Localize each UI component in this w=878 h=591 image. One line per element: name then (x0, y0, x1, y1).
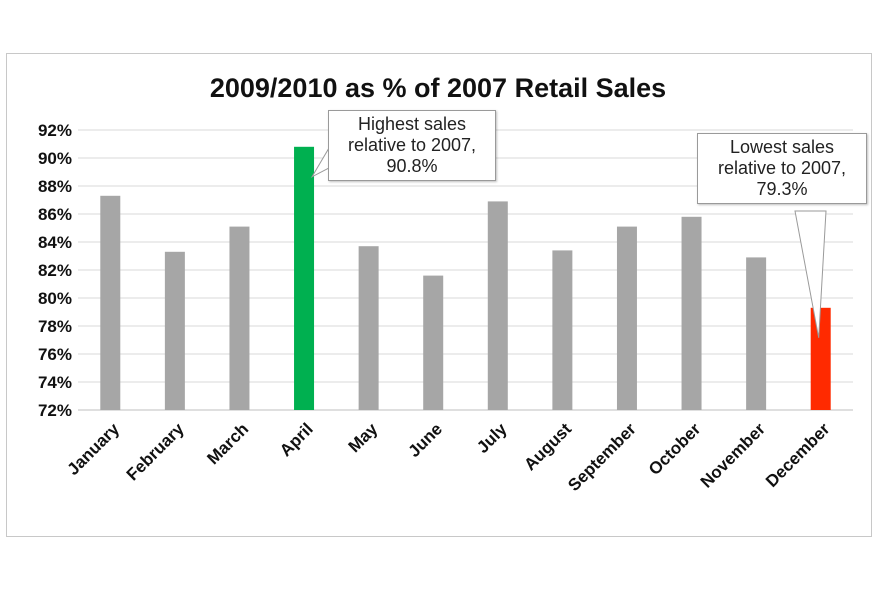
bar-september (616, 226, 637, 410)
y-tick-label: 82% (38, 261, 72, 280)
callout-highest-line-2: relative to 2007, (347, 135, 477, 155)
bar-november (746, 257, 767, 410)
bar-march (229, 226, 250, 410)
callout-highest-pointer (310, 146, 330, 179)
x-axis-tick-labels: January February March April May June July Augu… (64, 419, 834, 495)
bar-may (358, 246, 379, 410)
bar-january (100, 195, 121, 410)
y-tick-label: 74% (38, 373, 72, 392)
callout-lowest-pointer (794, 210, 827, 338)
bar-december (810, 307, 831, 410)
x-tick-label: May (345, 419, 382, 456)
bars (100, 146, 831, 411)
callout-highest-line-1: Highest sales (357, 114, 467, 134)
callout-lowest-line-1: Lowest sales (729, 137, 835, 157)
bar-july (487, 201, 508, 410)
y-tick-label: 90% (38, 149, 72, 168)
y-tick-label: 72% (38, 401, 72, 420)
x-tick-label: October (645, 419, 705, 479)
x-tick-label: February (123, 419, 188, 484)
chart-title: 2009/2010 as % of 2007 Retail Sales (210, 73, 666, 103)
y-tick-label: 76% (38, 345, 72, 364)
y-tick-label: 80% (38, 289, 72, 308)
bar-april (294, 146, 315, 411)
y-tick-label: 84% (38, 233, 72, 252)
callout-lowest-sales: Lowest sales relative to 2007, 79.3% (697, 133, 867, 204)
y-tick-label: 88% (38, 177, 72, 196)
y-axis-tick-labels: 72% 74% 76% 78% 80% 82% 84% 86% 88% 90% 92% (38, 121, 72, 420)
bar-june (423, 275, 444, 410)
x-tick-label: September (564, 419, 640, 495)
x-tick-label: June (405, 419, 446, 460)
x-tick-label: March (203, 419, 252, 468)
y-tick-label: 86% (38, 205, 72, 224)
x-tick-label: January (64, 419, 124, 479)
bar-august (552, 250, 573, 410)
x-tick-label: December (762, 419, 834, 491)
x-tick-label: November (697, 419, 769, 491)
callout-lowest-line-3: 79.3% (756, 179, 808, 199)
callout-lowest-line-2: relative to 2007, (717, 158, 847, 178)
callout-highest-line-3: 90.8% (386, 156, 438, 176)
callout-highest-sales: Highest sales relative to 2007, 90.8% (328, 110, 496, 181)
x-tick-label: August (520, 419, 575, 474)
y-tick-label: 92% (38, 121, 72, 140)
x-tick-label: July (473, 419, 511, 457)
bar-february (164, 251, 185, 410)
x-tick-label: April (276, 419, 317, 460)
y-tick-label: 78% (38, 317, 72, 336)
bar-october (681, 216, 702, 410)
